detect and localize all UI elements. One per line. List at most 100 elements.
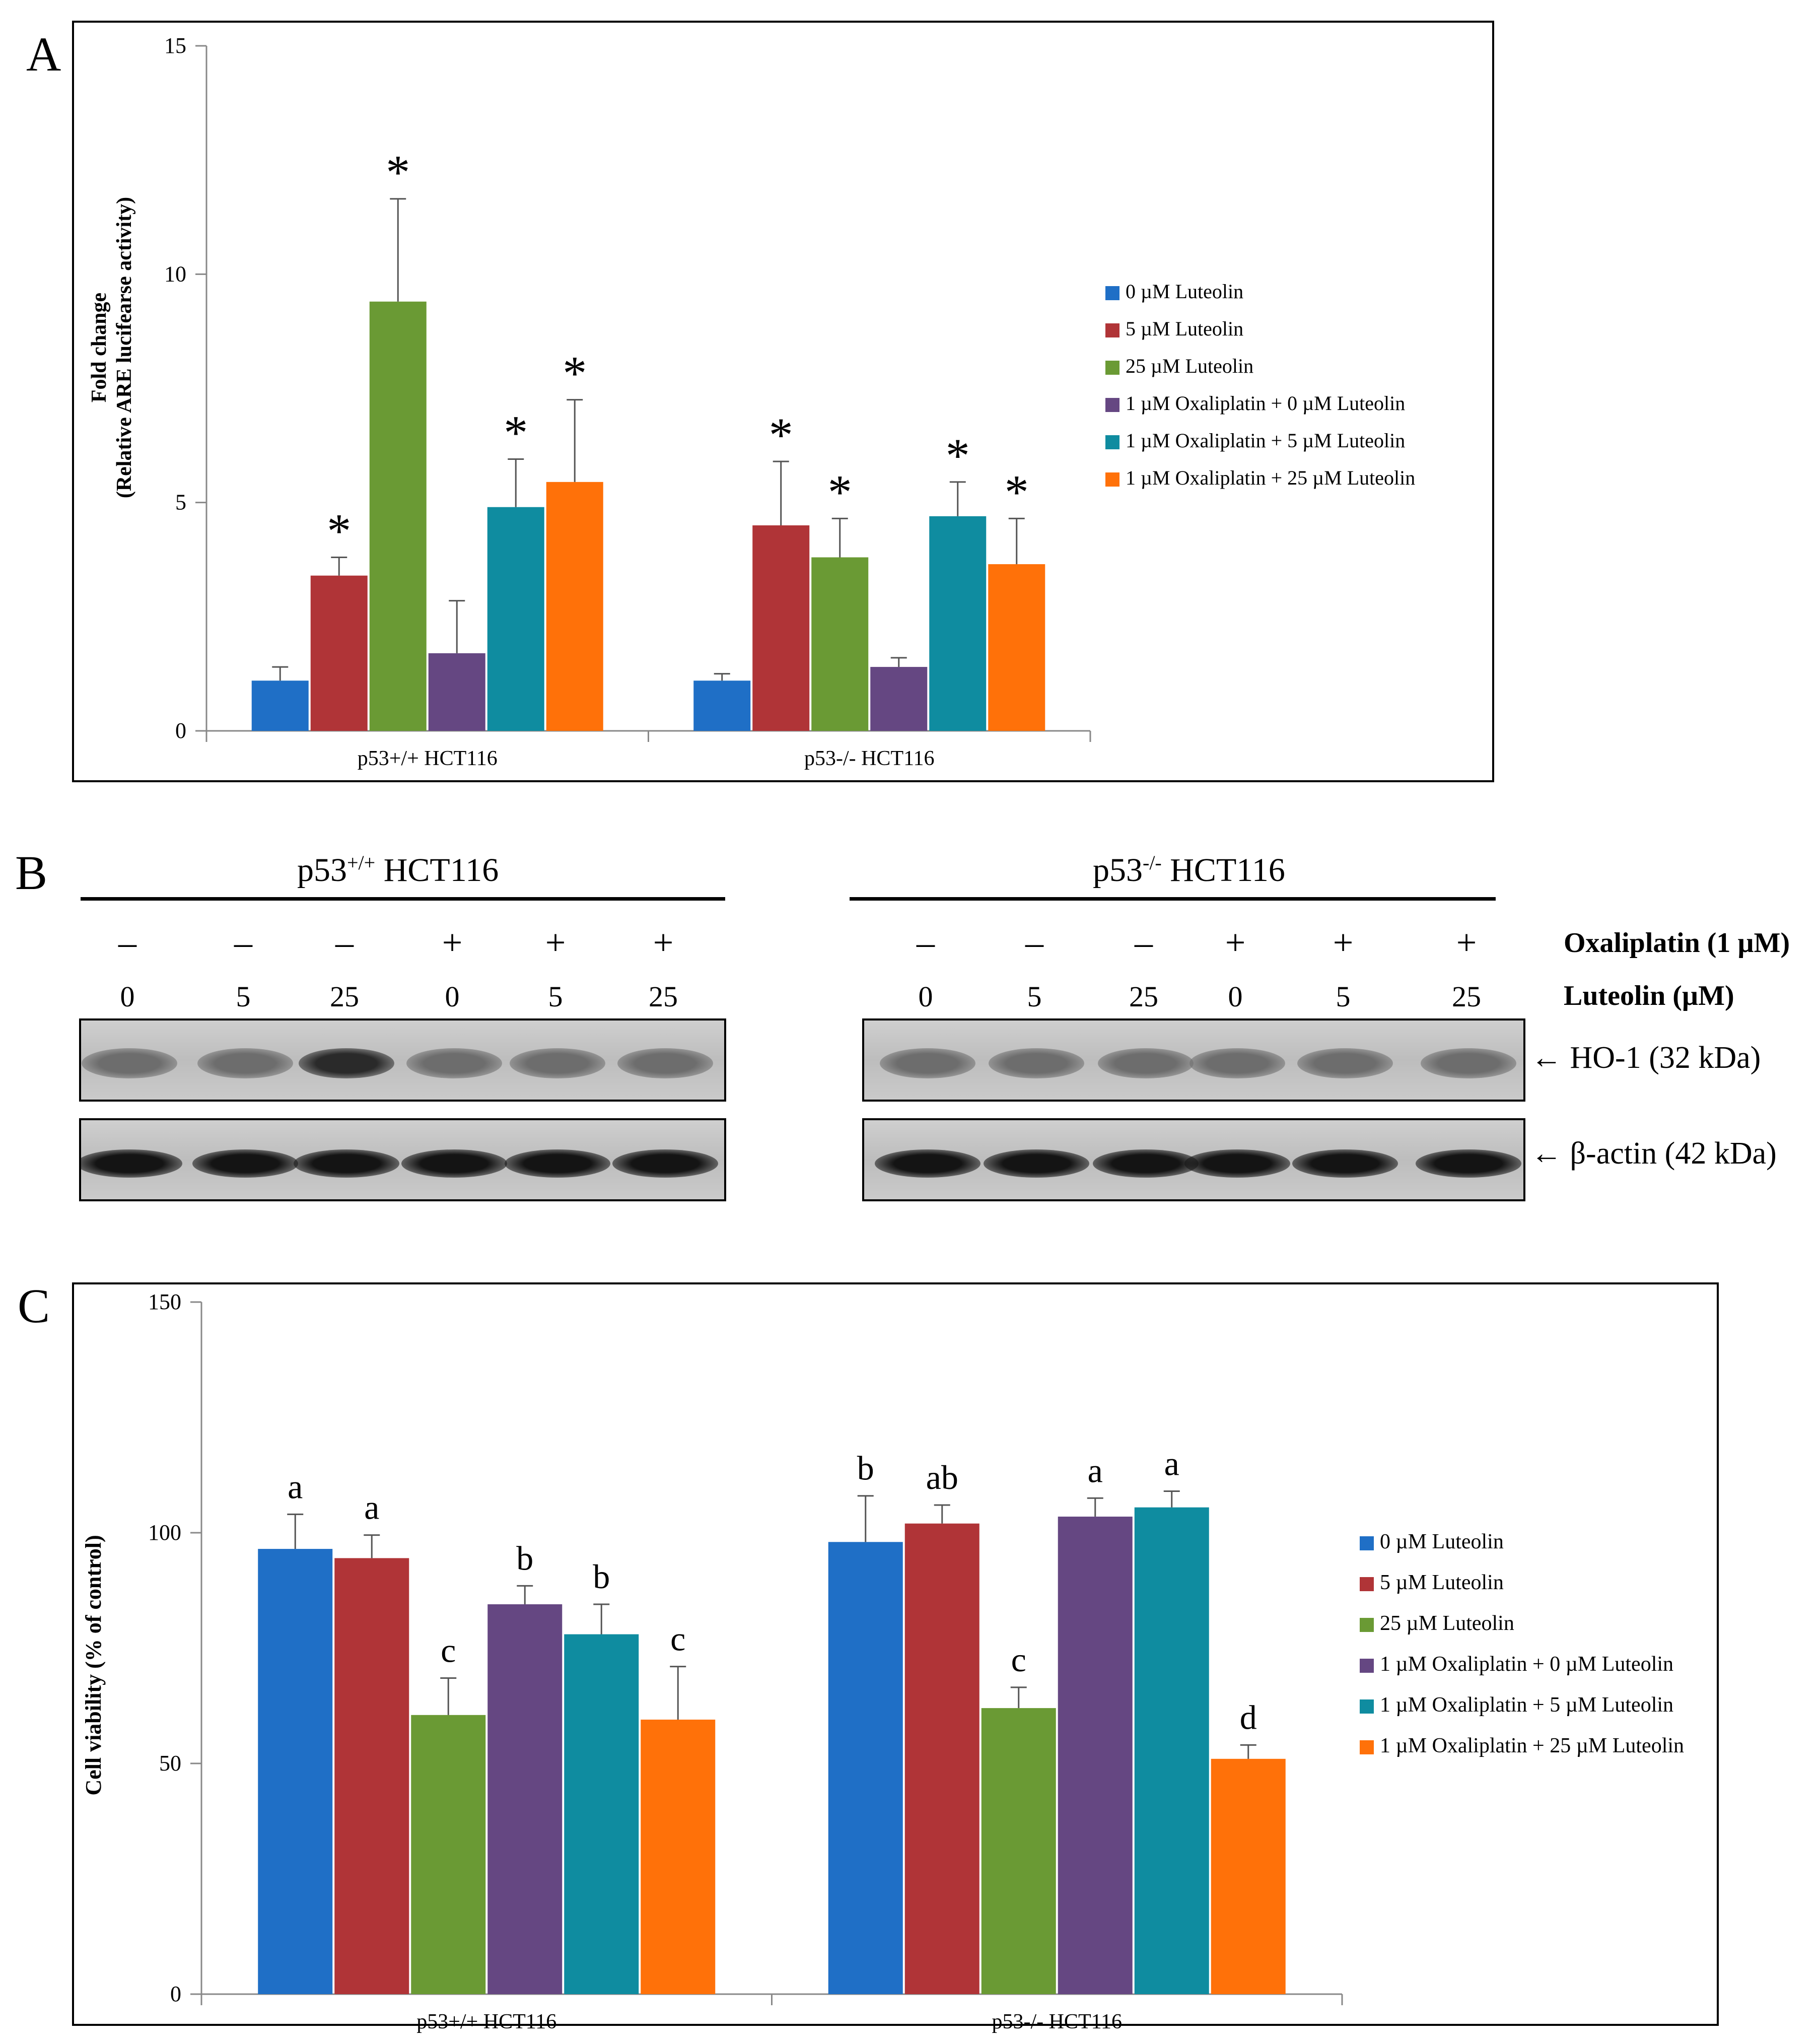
chart-a-significance-label: * [946,429,970,483]
chart-a-bar [546,482,603,731]
actin-band [1093,1149,1199,1178]
chart-c-bar [904,1523,979,1994]
chart-a-legend-swatch [1105,361,1119,375]
chart-a-legend-label: 0 µM Luteolin [1126,280,1243,303]
actin-band [612,1149,718,1178]
chart-a-legend-swatch [1105,472,1119,487]
chart-a-bar [752,525,810,731]
chart-a-bar [251,680,309,731]
chart-a-legend-label: 1 µM Oxaliplatin + 5 µM Luteolin [1126,429,1405,452]
chart-c-bar [411,1715,486,1994]
oxaliplatin-sign: – [917,922,935,963]
chart-c-bar [258,1549,333,1994]
chart-a-legend-swatch [1105,435,1119,449]
actin-band [81,1149,182,1178]
chart-a-significance-label: * [563,347,587,400]
panel-c-letter: C [18,1279,50,1333]
luteolin-dose: 5 [236,980,251,1013]
actin-band [192,1149,298,1178]
ho1-band [82,1048,177,1078]
chart-c-bar [564,1634,639,1994]
blot-title-cell-line: HCT116 [1161,852,1285,889]
western-blot: p53+/+ HCT116–0–5–25 +0 +5 +25 p53-/- HCT116… [0,826,1820,1219]
ho1-band-label: ← HO-1 (32 kDa) [1531,1041,1761,1075]
chart-c-bar [487,1604,563,1994]
luteolin-dose: 5 [1336,980,1351,1013]
blot-group-title-0: p53+/+ HCT116 [297,851,499,890]
chart-c-bar [334,1558,409,1994]
oxaliplatin-sign: – [1135,922,1153,963]
chart-c-legend-label: 1 µM Oxaliplatin + 5 µM Luteolin [1380,1693,1673,1717]
luteolin-dose: 0 [445,980,460,1013]
blot-group-rule [81,897,725,901]
ho1-band [299,1048,394,1078]
chart-a-bar [988,564,1045,731]
luteolin-dose: 25 [1129,980,1158,1013]
ho1-band [1297,1048,1393,1078]
actin-band [505,1149,610,1178]
chart-c-category-label: p53-/- HCT116 [992,2010,1122,2033]
actin-band [401,1149,507,1178]
oxaliplatin-sign: – [335,922,354,963]
chart-c-significance-label: a [288,1467,303,1506]
chart-a-bar [693,680,751,731]
ho1-band [1098,1048,1194,1078]
chart-a-significance-label: * [327,504,351,558]
chart-a-bar [929,516,987,731]
chart-c-y-tick-label: 150 [148,1289,181,1314]
panel-a-letter: A [26,27,61,81]
chart-a-y-label-line2: (Relative ARE lucifearse activity) [113,197,136,498]
chart-c-significance-label: b [593,1557,610,1596]
chart-a-y-tick-label: 0 [175,718,186,743]
chart-c-legend-label: 1 µM Oxaliplatin + 0 µM Luteolin [1380,1653,1673,1676]
oxaliplatin-sign: + [1456,922,1477,963]
chart-c-significance-label: a [1164,1445,1179,1483]
ho1-blot-strip [79,1018,726,1102]
oxaliplatin-sign: – [234,922,252,963]
chart-a-y-label-line1: Fold change [88,293,111,402]
chart-a-bar [428,653,485,731]
chart-a-legend-label: 25 µM Luteolin [1126,355,1253,377]
chart-c-bar [1211,1758,1286,1994]
chart-a-legend-label: 1 µM Oxaliplatin + 25 µM Luteolin [1126,466,1415,489]
luteolin-dose: 25 [330,980,359,1013]
ho1-band [880,1048,975,1078]
chart-c-frame [72,1282,1719,2026]
chart-c-y-tick-label: 50 [159,1751,181,1776]
actin-band [1184,1149,1290,1178]
chart-a-significance-label: * [769,408,793,462]
chart-a-category-label: p53-/- HCT116 [804,747,935,770]
chart-a-legend-label: 1 µM Oxaliplatin + 0 µM Luteolin [1126,392,1405,415]
ho1-band [1421,1048,1516,1078]
chart-a-legend-swatch [1105,323,1119,337]
chart-c-significance-label: a [1088,1451,1103,1489]
oxaliplatin-sign: + [1333,922,1354,963]
chart-a-y-tick-label: 10 [164,261,186,286]
blot-title-main: p53 [1093,852,1143,889]
actin-band [875,1149,981,1178]
chart-a-bar [870,667,928,731]
chart-c-category-label: p53+/+ HCT116 [416,2010,556,2033]
chart-c-bar [641,1719,716,1994]
chart-a-y-tick-label: 5 [175,490,186,515]
chart-c-significance-label: c [1011,1641,1026,1679]
chart-a-bar [811,557,869,731]
ho1-band [989,1048,1084,1078]
chart-c-significance-label: d [1240,1698,1257,1736]
chart-a-significance-label: * [1005,465,1029,519]
chart-c-significance-label: a [364,1488,379,1527]
chart-c-significance-label: b [857,1449,874,1487]
ho1-blot-strip [862,1018,1525,1102]
luteolin-dose: 25 [649,980,678,1013]
chart-a-legend-swatch [1105,398,1119,412]
chart-c-legend-swatch [1360,1740,1374,1754]
blot-group-rule [850,897,1496,901]
oxaliplatin-sign: + [653,922,674,963]
chart-c-significance-label: c [670,1620,685,1658]
chart-c-significance-label: c [441,1631,456,1670]
actin-band [1292,1149,1398,1178]
chart-c-y-label: Cell viability (% of control) [81,1535,106,1795]
oxaliplatin-sign: – [1025,922,1043,963]
chart-c-y-tick-label: 0 [170,1982,181,2006]
